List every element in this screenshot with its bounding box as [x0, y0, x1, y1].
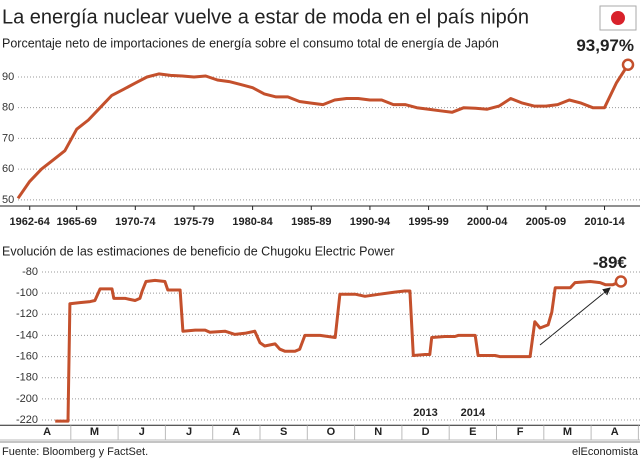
y-tick-label: -200 — [16, 393, 38, 405]
end-marker — [621, 58, 635, 72]
x-tick-label: 1975-79 — [174, 216, 214, 228]
x-tick-label: 1990-94 — [350, 216, 391, 228]
x-tick-label: O — [327, 426, 336, 438]
x-tick-label: N — [374, 426, 382, 438]
x-tick-label: 1970-74 — [115, 216, 156, 228]
x-tick-label: 1995-99 — [408, 216, 448, 228]
chart-subtitle: Evolución de las estimaciones de benefic… — [2, 244, 395, 258]
x-tick-label: J — [186, 426, 192, 438]
x-tick-label: 1962-64 — [10, 216, 51, 228]
year-label: 2013 — [413, 407, 437, 419]
brand: elEconomista — [572, 446, 639, 458]
value-annotation: -89€ — [593, 253, 628, 272]
x-tick-label: 1985-89 — [291, 216, 331, 228]
x-tick-label: 1980-84 — [232, 216, 273, 228]
x-tick-label: A — [611, 426, 619, 438]
y-tick-label: -100 — [16, 287, 38, 299]
y-tick-label: 90 — [2, 71, 14, 83]
year-label: 2014 — [461, 407, 486, 419]
x-tick-label: J — [139, 426, 145, 438]
x-tick-label: A — [43, 426, 51, 438]
data-line — [55, 278, 622, 423]
y-tick-label: -80 — [22, 266, 38, 278]
arrow — [539, 287, 611, 346]
y-tick-label: 70 — [2, 132, 14, 144]
x-tick-label: M — [563, 426, 572, 438]
y-tick-label: -220 — [16, 414, 38, 426]
chart-subtitle: Porcentaje neto de importaciones de ener… — [2, 36, 499, 50]
x-tick-label: 2005-09 — [526, 216, 566, 228]
x-tick-label: A — [232, 426, 240, 438]
y-tick-label: 50 — [2, 194, 14, 206]
x-tick-label: E — [469, 426, 476, 438]
x-tick-label: S — [280, 426, 287, 438]
y-tick-label: -180 — [16, 372, 38, 384]
y-tick-label: -120 — [16, 308, 38, 320]
x-tick-label: 2000-04 — [467, 216, 508, 228]
y-tick-label: -140 — [16, 329, 38, 341]
y-tick-label: 60 — [2, 163, 14, 175]
y-tick-label: -160 — [16, 350, 38, 362]
x-tick-label: 1965-69 — [56, 216, 96, 228]
x-tick-label: F — [517, 426, 524, 438]
x-tick-label: 2010-14 — [584, 216, 625, 228]
data-line — [16, 63, 630, 200]
source: Fuente: Bloomberg y FactSet. — [2, 446, 148, 458]
value-annotation: 93,97% — [576, 36, 634, 55]
end-marker — [614, 275, 628, 288]
y-tick-label: 80 — [2, 102, 14, 114]
x-tick-label: D — [422, 426, 430, 438]
x-tick-label: M — [90, 426, 99, 438]
page-title: La energía nuclear vuelve a estar de mod… — [2, 6, 529, 28]
japan-flag — [599, 5, 637, 31]
